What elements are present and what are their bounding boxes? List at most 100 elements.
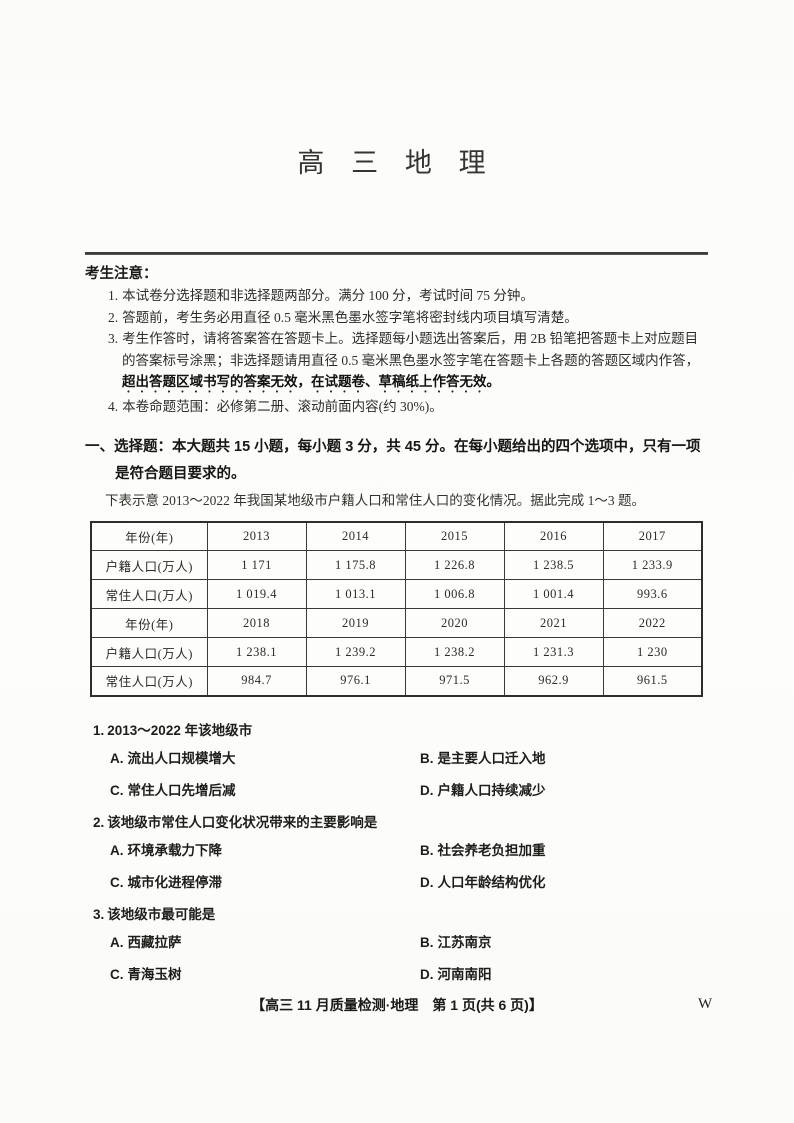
table-cell: 1 171 <box>206 550 307 580</box>
option-text: 江苏南京 <box>437 934 492 950</box>
option-d: D. 人口年龄结构优化 <box>420 867 708 899</box>
table-cell: 961.5 <box>602 666 703 696</box>
option-text: 河南南阳 <box>437 966 492 982</box>
table-row: 常住人口(万人) 1 019.4 1 013.1 1 006.8 1 001.4… <box>90 579 703 609</box>
table-cell: 1 006.8 <box>404 579 505 609</box>
page-content: 高 三 地 理 考生注意： 1. 本试卷分选择题和非选择题两部分。满分 100 分… <box>0 146 794 991</box>
notice-item-4: 4. 本卷命题范围：必修第二册、滚动前面内容(约 30%)。 <box>85 396 708 418</box>
table-cell: 1 175.8 <box>305 550 406 580</box>
table-cell: 2021 <box>503 608 604 638</box>
table-row: 常住人口(万人) 984.7 976.1 971.5 962.9 961.5 <box>90 666 703 696</box>
option-label: C. <box>110 782 124 798</box>
table-row: 户籍人口(万人) 1 238.1 1 239.2 1 238.2 1 231.3… <box>90 637 703 667</box>
table-cell: 2022 <box>602 608 703 638</box>
option-label: B. <box>420 842 434 858</box>
option-a: A. 流出人口规模增大 <box>85 743 420 775</box>
option-text: 是主要人口迁入地 <box>437 750 546 766</box>
notice-heading: 考生注意： <box>85 266 158 282</box>
notice-item-text: 本试卷分选择题和非选择题两部分。满分 100 分，考试时间 75 分钟。 <box>122 288 534 303</box>
option-label: A. <box>110 750 124 766</box>
notice-emphasized-text: 超出答题区域书写的答案无效，在试题卷、草稿纸上作答无效。 <box>122 374 500 389</box>
option-b: B. 社会养老负担加重 <box>420 835 708 867</box>
table-cell: 2016 <box>503 521 604 551</box>
table-cell: 993.6 <box>602 579 703 609</box>
table-cell: 1 230 <box>602 637 703 667</box>
option-text: 社会养老负担加重 <box>437 842 546 858</box>
option-b: B. 是主要人口迁入地 <box>420 743 708 775</box>
question-group-intro: 下表示意 2013～2022 年我国某地级市户籍人口和常住人口的变化情况。据此完… <box>105 492 645 508</box>
table-row: 户籍人口(万人) 1 171 1 175.8 1 226.8 1 238.5 1… <box>90 550 703 580</box>
option-text: 西藏拉萨 <box>127 934 182 950</box>
header-divider <box>85 252 708 255</box>
option-label: B. <box>420 934 434 950</box>
corner-watermark: W <box>698 996 713 1012</box>
table-cell: 1 238.5 <box>503 550 604 580</box>
option-text: 青海玉树 <box>127 966 182 982</box>
question-3: 3. 该地级市最可能是 A. 西藏拉萨 B. 江苏南京 C. 青海玉树 D. 河南南阳 <box>85 903 708 991</box>
option-text: 常住人口先增后减 <box>127 782 236 798</box>
table-row: 年份(年) 2018 2019 2020 2021 2022 <box>90 608 703 638</box>
table-cell: 1 013.1 <box>305 579 406 609</box>
table-cell: 1 238.1 <box>206 637 307 667</box>
question-text: 该地级市常住人口变化状况带来的主要影响是 <box>107 814 378 830</box>
option-label: B. <box>420 750 434 766</box>
table-row-header: 户籍人口(万人) <box>90 550 208 580</box>
table-cell: 1 019.4 <box>206 579 307 609</box>
notice-item-2: 2. 答题前，考生务必用直径 0.5 毫米黑色墨水签字笔将密封线内项目填写清楚。 <box>85 307 708 329</box>
option-label: D. <box>420 874 434 890</box>
option-text: 户籍人口持续减少 <box>437 782 546 798</box>
option-label: A. <box>110 934 124 950</box>
option-label: D. <box>420 966 434 982</box>
option-c: C. 常住人口先增后减 <box>85 775 420 807</box>
table-cell: 962.9 <box>503 666 604 696</box>
option-label: A. <box>110 842 124 858</box>
table-cell: 1 226.8 <box>404 550 505 580</box>
notice-item-text: 本卷命题范围：必修第二册、滚动前面内容(约 30%)。 <box>122 399 443 414</box>
section-heading: 一、选择题：本大题共 15 小题，每小题 3 分，共 45 分。在每小题给出的四… <box>85 438 701 482</box>
option-label: C. <box>110 874 124 890</box>
table-cell: 2020 <box>404 608 505 638</box>
table-cell: 971.5 <box>404 666 505 696</box>
table-row-header: 年份(年) <box>90 608 208 638</box>
option-c: C. 城市化进程停滞 <box>85 867 420 899</box>
table-cell: 1 231.3 <box>503 637 604 667</box>
table-cell: 2015 <box>404 521 505 551</box>
option-row: C. 常住人口先增后减 D. 户籍人口持续减少 <box>85 775 708 807</box>
notice-list: 1. 本试卷分选择题和非选择题两部分。满分 100 分，考试时间 75 分钟。 2… <box>85 285 708 418</box>
notice-item-number: 1. <box>108 288 119 303</box>
table-row-header: 常住人口(万人) <box>90 666 208 696</box>
question-1: 1. 2013～2022 年该地级市 A. 流出人口规模增大 B. 是主要人口迁入地 … <box>85 719 708 807</box>
table-cell: 2018 <box>206 608 307 638</box>
option-d: D. 户籍人口持续减少 <box>420 775 708 807</box>
option-text: 人口年龄结构优化 <box>437 874 546 890</box>
table-cell: 1 001.4 <box>503 579 604 609</box>
option-text: 流出人口规模增大 <box>127 750 236 766</box>
page-footer: 【高三 11 月质量检测·地理 第 1 页(共 6 页)】 <box>251 997 543 1013</box>
question-stem: 3. 该地级市最可能是 <box>85 903 708 927</box>
option-text: 城市化进程停滞 <box>127 874 223 890</box>
table-cell: 2014 <box>305 521 406 551</box>
question-text: 该地级市最可能是 <box>107 906 216 922</box>
option-d: D. 河南南阳 <box>420 959 708 991</box>
question-text: 2013～2022 年该地级市 <box>107 722 253 738</box>
table-cell: 1 239.2 <box>305 637 406 667</box>
option-row: A. 环境承载力下降 B. 社会养老负担加重 <box>85 835 708 867</box>
option-row: C. 青海玉树 D. 河南南阳 <box>85 959 708 991</box>
table-cell: 1 233.9 <box>602 550 703 580</box>
table-cell: 2017 <box>602 521 703 551</box>
page-title: 高 三 地 理 <box>297 148 496 178</box>
notice-item-3: 3. 考生作答时，请将答案答在答题卡上。选择题每小题选出答案后，用 2B 铅笔把答… <box>85 328 708 396</box>
table-cell: 1 238.2 <box>404 637 505 667</box>
table-cell: 2019 <box>305 608 406 638</box>
table-row-header: 户籍人口(万人) <box>90 637 208 667</box>
notice-item-text: 考生作答时，请将答案答在答题卡上。选择题每小题选出答案后，用 2B 铅笔把答题卡… <box>122 331 700 368</box>
table-row: 年份(年) 2013 2014 2015 2016 2017 <box>90 521 703 551</box>
option-row: C. 城市化进程停滞 D. 人口年龄结构优化 <box>85 867 708 899</box>
option-label: D. <box>420 782 434 798</box>
option-row: A. 流出人口规模增大 B. 是主要人口迁入地 <box>85 743 708 775</box>
notice-item-number: 4. <box>108 399 119 414</box>
option-c: C. 青海玉树 <box>85 959 420 991</box>
notice-item-number: 2. <box>108 309 119 325</box>
table-row-header: 常住人口(万人) <box>90 579 208 609</box>
population-table: 年份(年) 2013 2014 2015 2016 2017 户籍人口(万人) … <box>90 520 703 697</box>
